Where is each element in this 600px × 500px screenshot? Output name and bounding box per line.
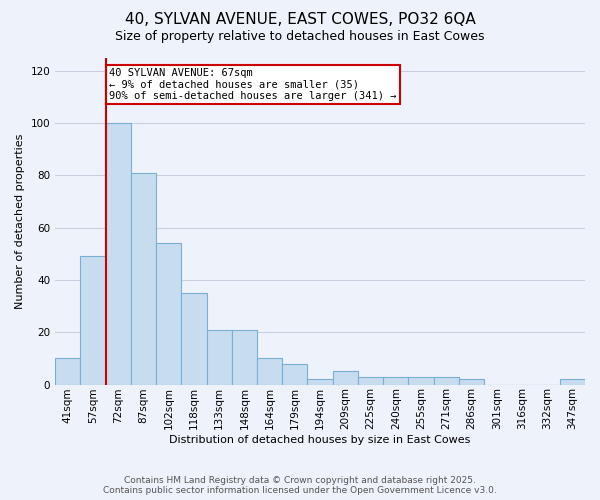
Bar bbox=[156, 244, 181, 384]
Bar bbox=[131, 172, 156, 384]
Bar bbox=[232, 330, 257, 384]
X-axis label: Distribution of detached houses by size in East Cowes: Distribution of detached houses by size … bbox=[169, 435, 471, 445]
Bar bbox=[383, 376, 409, 384]
Bar bbox=[307, 380, 332, 384]
Bar bbox=[560, 380, 585, 384]
Bar bbox=[257, 358, 282, 384]
Bar bbox=[409, 376, 434, 384]
Text: Contains HM Land Registry data © Crown copyright and database right 2025.
Contai: Contains HM Land Registry data © Crown c… bbox=[103, 476, 497, 495]
Text: Size of property relative to detached houses in East Cowes: Size of property relative to detached ho… bbox=[115, 30, 485, 43]
Bar bbox=[206, 330, 232, 384]
Bar bbox=[282, 364, 307, 384]
Bar bbox=[181, 293, 206, 384]
Bar bbox=[434, 376, 459, 384]
Text: 40, SYLVAN AVENUE, EAST COWES, PO32 6QA: 40, SYLVAN AVENUE, EAST COWES, PO32 6QA bbox=[125, 12, 475, 28]
Y-axis label: Number of detached properties: Number of detached properties bbox=[15, 134, 25, 308]
Bar bbox=[459, 380, 484, 384]
Bar bbox=[55, 358, 80, 384]
Bar bbox=[80, 256, 106, 384]
Text: 40 SYLVAN AVENUE: 67sqm
← 9% of detached houses are smaller (35)
90% of semi-det: 40 SYLVAN AVENUE: 67sqm ← 9% of detached… bbox=[109, 68, 397, 101]
Bar bbox=[358, 376, 383, 384]
Bar bbox=[106, 123, 131, 384]
Bar bbox=[332, 372, 358, 384]
